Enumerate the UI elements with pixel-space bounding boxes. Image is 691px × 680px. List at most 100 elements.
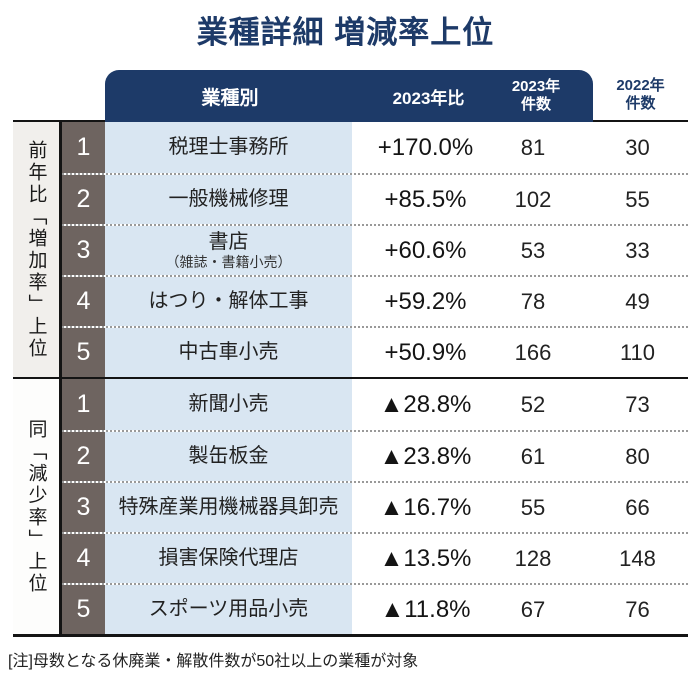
industry-name: 一般機械修理 <box>168 188 289 210</box>
section-decrease-label-text: 同「減少率」上位 <box>25 418 47 595</box>
industry-cell: はつり・解体工事 <box>105 277 352 326</box>
count-2022-cell: 30 <box>625 134 650 160</box>
ratio-cell: ▲28.8% <box>379 390 472 418</box>
ratio-cell: ▲11.8% <box>380 595 471 623</box>
section-increase-label-text: 前年比「増加率」上位 <box>25 139 47 360</box>
count-2023-cell: 52 <box>520 391 546 417</box>
section-decrease-label: 同「減少率」上位 <box>13 379 62 634</box>
industry-cell: 中古車小売 <box>105 328 352 377</box>
ratio-cell: ▲23.8% <box>379 442 472 470</box>
count-2022-cell: 66 <box>625 494 650 520</box>
column-spacer <box>567 432 590 481</box>
header-left-spacer <box>13 70 105 122</box>
column-spacer <box>567 122 590 173</box>
count-2022-cell: 76 <box>625 596 650 622</box>
table-row: 4 はつり・解体工事 +59.2% 78 49 <box>62 275 688 326</box>
industry-name: 税理士事務所 <box>168 136 289 158</box>
industry-name: 中古車小売 <box>178 341 279 363</box>
ratio-cell: ▲13.5% <box>379 544 472 572</box>
industry-name: 製缶板金 <box>188 445 269 467</box>
table-row: 2 一般機械修理 +85.5% 102 55 <box>62 173 688 224</box>
rank-cell: 4 <box>62 277 105 326</box>
section-decrease-rows: 1 新聞小売 ▲28.8% 52 73 2 製缶板金 ▲23.8% 61 80 … <box>62 379 688 634</box>
column-spacer <box>567 379 590 430</box>
table-row: 2 製缶板金 ▲23.8% 61 80 <box>62 430 688 481</box>
ratio-cell: ▲16.7% <box>379 493 472 521</box>
ratio-cell: +60.6% <box>384 236 467 264</box>
table-header: 業種別 2023年比 2023年 件数 2022年 件数 <box>13 70 688 122</box>
table-row: 5 中古車小売 +50.9% 166 110 <box>62 326 688 377</box>
industry-subname: （雑誌・書籍小売） <box>165 253 292 270</box>
header-2022-count-label: 2022年 件数 <box>593 70 688 122</box>
column-spacer <box>567 585 590 634</box>
section-increase: 前年比「増加率」上位 1 税理士事務所 +170.0% 81 30 2 一般機械… <box>13 122 688 377</box>
industry-cell: 損害保険代理店 <box>105 534 352 583</box>
table-row: 1 税理士事務所 +170.0% 81 30 <box>62 122 688 173</box>
count-2023-cell: 61 <box>520 443 546 469</box>
industry-name: はつり・解体工事 <box>148 290 309 312</box>
table-row: 1 新聞小売 ▲28.8% 52 73 <box>62 379 688 430</box>
count-2022-cell: 110 <box>619 339 656 365</box>
industry-name: スポーツ用品小売 <box>148 598 309 620</box>
ratio-cell: +50.9% <box>384 338 467 366</box>
rank-cell: 5 <box>62 585 105 634</box>
count-2023-cell: 128 <box>514 545 552 571</box>
count-2023-cell: 102 <box>514 186 552 212</box>
footnote: [注]母数となる休廃業・解散件数が50社以上の業種が対象 <box>8 653 419 670</box>
section-increase-rows: 1 税理士事務所 +170.0% 81 30 2 一般機械修理 +85.5% 1… <box>62 122 688 377</box>
rank-cell: 5 <box>62 328 105 377</box>
industry-cell: 製缶板金 <box>105 432 352 481</box>
industry-name: 新聞小売 <box>188 393 269 415</box>
table-row: 3 書店 （雑誌・書籍小売） +60.6% 53 33 <box>62 224 688 275</box>
header-ratio-label: 2023年比 <box>392 88 465 108</box>
count-2022-cell: 55 <box>625 186 650 212</box>
industry-name: 損害保険代理店 <box>158 547 299 569</box>
ranking-table: 業種別 2023年比 2023年 件数 2022年 件数 前年比「増加率」上位 … <box>13 70 688 637</box>
page-title: 業種詳細 増減率上位 <box>196 15 495 50</box>
rank-cell: 1 <box>62 122 105 173</box>
industry-cell: 税理士事務所 <box>105 122 352 173</box>
ratio-cell: +59.2% <box>384 287 467 315</box>
industry-cell: スポーツ用品小売 <box>105 585 352 634</box>
rank-cell: 4 <box>62 534 105 583</box>
column-spacer <box>567 534 590 583</box>
header-spacer <box>570 70 593 122</box>
count-2023-cell: 81 <box>520 134 546 160</box>
ratio-cell: +170.0% <box>377 133 474 161</box>
count-2023-cell: 53 <box>520 237 546 263</box>
table-row: 5 スポーツ用品小売 ▲11.8% 67 76 <box>62 583 688 634</box>
industry-name: 特殊産業用機械器具卸売 <box>118 496 339 518</box>
column-spacer <box>567 328 590 377</box>
industry-cell: 特殊産業用機械器具卸売 <box>105 483 352 532</box>
rank-cell: 2 <box>62 175 105 224</box>
count-2023-cell: 55 <box>520 494 546 520</box>
industry-cell: 新聞小売 <box>105 379 352 430</box>
ratio-cell: +85.5% <box>384 185 467 213</box>
rank-cell: 2 <box>62 432 105 481</box>
industry-cell: 一般機械修理 <box>105 175 352 224</box>
header-2023-count-label: 2023年 件数 <box>511 78 561 113</box>
count-2023-cell: 67 <box>520 596 546 622</box>
count-2022-cell: 80 <box>625 443 650 469</box>
rank-cell: 3 <box>62 226 105 275</box>
column-spacer <box>567 175 590 224</box>
table-row: 4 損害保険代理店 ▲13.5% 128 148 <box>62 532 688 583</box>
industry-cell: 書店 （雑誌・書籍小売） <box>105 226 352 275</box>
rank-cell: 3 <box>62 483 105 532</box>
rank-cell: 1 <box>62 379 105 430</box>
count-2023-cell: 166 <box>514 339 552 365</box>
column-spacer <box>567 226 590 275</box>
header-industry-label: 業種別 <box>201 87 259 109</box>
count-2022-cell: 148 <box>619 545 656 571</box>
count-2022-cell: 33 <box>625 237 650 263</box>
section-increase-label: 前年比「増加率」上位 <box>13 122 62 377</box>
count-2023-cell: 78 <box>520 288 546 314</box>
count-2022-cell: 49 <box>625 288 650 314</box>
section-decrease: 同「減少率」上位 1 新聞小売 ▲28.8% 52 73 2 製缶板金 ▲23.… <box>13 377 688 634</box>
header-navy-band: 業種別 2023年比 2023年 件数 <box>105 70 593 122</box>
column-spacer <box>567 483 590 532</box>
industry-name: 書店 <box>208 230 249 253</box>
count-2022-cell: 73 <box>625 391 650 417</box>
column-spacer <box>567 277 590 326</box>
